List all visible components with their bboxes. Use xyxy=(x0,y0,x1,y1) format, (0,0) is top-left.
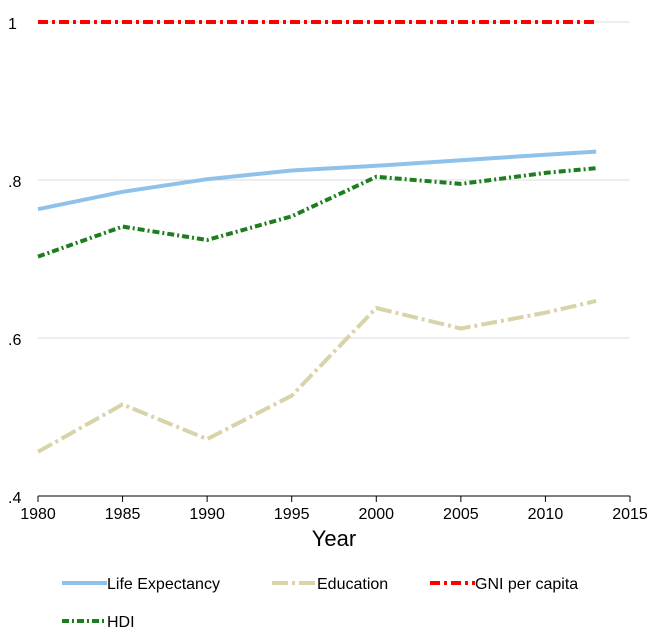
axes: .4 .6 .8 1 1980 1985 1990 1995 2000 2005 2010 2015 xyxy=(8,16,648,523)
y-tick-label: .6 xyxy=(8,332,21,349)
series-line-education xyxy=(37,298,597,454)
series-line-hdi xyxy=(37,166,597,259)
x-tick-label: 1985 xyxy=(105,506,141,523)
x-tick-label: 2010 xyxy=(528,506,564,523)
legend: Life Expectancy Education GNI per capita HD… xyxy=(62,576,578,631)
x-tick-label: 2005 xyxy=(443,506,479,523)
y-tick-label: .4 xyxy=(8,490,21,507)
x-tick-label: 1995 xyxy=(274,506,310,523)
x-axis-title: Year xyxy=(312,526,356,551)
legend-label-life-expectancy: Life Expectancy xyxy=(107,576,220,593)
gridlines xyxy=(38,21,630,339)
y-tick-label: .8 xyxy=(8,174,21,191)
legend-label-hdi: HDI xyxy=(107,614,135,631)
legend-label-education: Education xyxy=(317,576,388,593)
x-tick-label: 2000 xyxy=(358,506,394,523)
y-tick-label: 1 xyxy=(8,16,17,33)
series-lines xyxy=(37,20,597,454)
x-tick-label: 1990 xyxy=(189,506,225,523)
series-line-life-expectancy xyxy=(37,149,597,212)
x-tick-label: 1980 xyxy=(20,506,56,523)
x-tick-label: 2015 xyxy=(612,506,648,523)
legend-label-gni-per-capita: GNI per capita xyxy=(475,576,578,593)
